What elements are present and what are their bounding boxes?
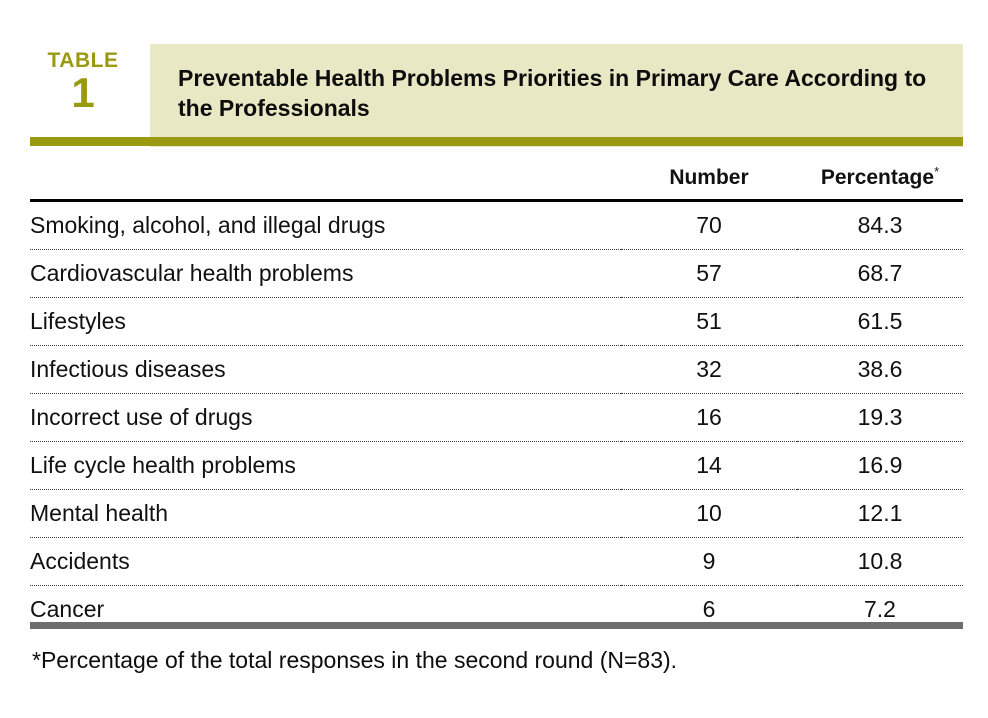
row-label: Smoking, alcohol, and illegal drugs bbox=[30, 200, 621, 250]
row-number: 70 bbox=[621, 200, 797, 250]
bottom-rule bbox=[30, 622, 963, 629]
table-title: Preventable Health Problems Priorities i… bbox=[178, 65, 927, 121]
row-number: 10 bbox=[621, 489, 797, 538]
row-label: Life cycle health problems bbox=[30, 441, 621, 490]
row-number: 16 bbox=[621, 393, 797, 442]
table-row: Infectious diseases 32 38.6 bbox=[30, 345, 963, 394]
table-row: Cancer 6 7.2 bbox=[30, 586, 963, 634]
table-row: Life cycle health problems 14 16.9 bbox=[30, 441, 963, 490]
row-label: Lifestyles bbox=[30, 297, 621, 346]
table-label-number: 1 bbox=[71, 69, 95, 116]
table-row: Cardiovascular health problems 57 68.7 bbox=[30, 249, 963, 298]
header-row: Number Percentage* bbox=[30, 157, 963, 202]
row-label: Cancer bbox=[30, 596, 105, 622]
table-title-box: Preventable Health Problems Priorities i… bbox=[150, 44, 963, 147]
table-number-label: TABLE 1 bbox=[36, 49, 130, 116]
row-percentage: 12.1 bbox=[797, 489, 963, 538]
priorities-table: Number Percentage* Smoking, alcohol, and… bbox=[30, 157, 963, 633]
table-row: Accidents 9 10.8 bbox=[30, 537, 963, 586]
row-percentage: 68.7 bbox=[797, 249, 963, 298]
table-row: Incorrect use of drugs 16 19.3 bbox=[30, 393, 963, 442]
row-label: Infectious diseases bbox=[30, 345, 621, 394]
accent-rule bbox=[30, 137, 963, 146]
column-header-percentage: Percentage* bbox=[797, 157, 963, 202]
footnote-marker-icon: * bbox=[934, 164, 940, 179]
row-label: Cardiovascular health problems bbox=[30, 249, 621, 298]
row-label: Incorrect use of drugs bbox=[30, 393, 621, 442]
table-label-word: TABLE bbox=[47, 49, 119, 72]
row-number: 32 bbox=[621, 345, 797, 394]
row-percentage: 84.3 bbox=[797, 200, 963, 250]
row-number: 9 bbox=[621, 537, 797, 586]
footnote-text: Percentage of the total responses in the… bbox=[40, 647, 678, 673]
row-number: 14 bbox=[621, 441, 797, 490]
row-percentage: 16.9 bbox=[797, 441, 963, 490]
table-row: Smoking, alcohol, and illegal drugs 70 8… bbox=[30, 200, 963, 250]
row-number: 57 bbox=[621, 249, 797, 298]
row-number: 6 bbox=[702, 596, 716, 622]
row-percentage: 19.3 bbox=[797, 393, 963, 442]
row-percentage: 38.6 bbox=[797, 345, 963, 394]
footnote-marker: * bbox=[32, 647, 41, 673]
table-row: Mental health 10 12.1 bbox=[30, 489, 963, 538]
table-row: Lifestyles 51 61.5 bbox=[30, 297, 963, 346]
column-header-item bbox=[30, 157, 621, 202]
row-number: 51 bbox=[621, 297, 797, 346]
row-percentage: 7.2 bbox=[864, 596, 896, 622]
column-header-number: Number bbox=[621, 157, 797, 202]
row-percentage: 10.8 bbox=[797, 537, 963, 586]
footnote: *Percentage of the total responses in th… bbox=[32, 645, 677, 675]
column-header-percentage-text: Percentage bbox=[820, 166, 935, 189]
row-percentage: 61.5 bbox=[797, 297, 963, 346]
row-label: Accidents bbox=[30, 537, 621, 586]
row-label: Mental health bbox=[30, 489, 621, 538]
